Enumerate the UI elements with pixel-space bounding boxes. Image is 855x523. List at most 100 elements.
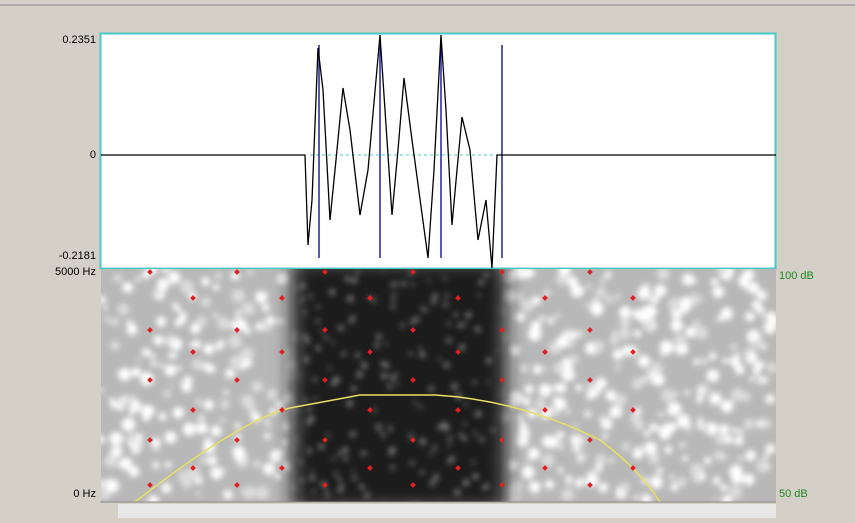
spectrogram-speck [110, 341, 120, 351]
spectrogram-speck [700, 357, 708, 365]
spectrogram-speck [738, 275, 749, 286]
spectrogram-speck [712, 286, 724, 298]
spectrogram-speck [515, 312, 525, 322]
spectrogram-speck [196, 316, 207, 327]
spectrogram-speck [658, 412, 663, 417]
spectrogram-speck [136, 433, 144, 441]
spectrogram-speck [234, 423, 240, 429]
spectrogram-speck [761, 419, 771, 429]
spectrogram-speck [355, 353, 360, 358]
spectrogram-speck [210, 467, 223, 480]
spectrogram-speck [282, 461, 292, 471]
spectrogram-speck [427, 279, 430, 282]
spectrogram-speck [746, 353, 757, 364]
spectrogram-speck [649, 423, 657, 431]
spectrogram-speck [755, 373, 762, 380]
spectrogram-speck [282, 439, 289, 446]
spectrogram-speck [680, 297, 691, 308]
spectrogram-speck [454, 489, 461, 496]
spectrogram-speck [556, 431, 564, 439]
spectrogram-speck [337, 478, 342, 483]
spectrogram-speck [734, 436, 744, 446]
spectrogram-speck [419, 351, 425, 357]
spectrogram-speck [388, 426, 393, 431]
spectrogram-speck [275, 473, 282, 480]
spectrogram-speck [684, 390, 690, 396]
spectrogram-speck [525, 385, 534, 394]
spectrogram-speck [122, 418, 136, 432]
spectrogram-speck [123, 396, 133, 406]
spectrogram-speck [196, 491, 201, 496]
spectrogram-speck [545, 480, 554, 489]
spectrogram-speck [415, 316, 420, 321]
spectrogram-speck [159, 363, 164, 368]
spectrogram-speck [221, 418, 225, 422]
spectrogram-speck [713, 498, 717, 502]
spectrogram-speck [634, 330, 641, 337]
spectrogram-speck [214, 272, 222, 280]
spectrogram-speck [352, 469, 355, 472]
spectrogram-speck [306, 418, 313, 425]
spectrogram-speck [578, 449, 583, 454]
spectrogram-speck [713, 477, 721, 485]
spectrogram-speck [225, 369, 235, 379]
spectrogram-speck [375, 425, 380, 430]
spectrogram-speck [709, 393, 721, 405]
spectrogram-speck [594, 341, 605, 352]
spectrogram-speck [643, 283, 649, 289]
scroll-strip [118, 504, 776, 518]
spectrogram-speck [679, 442, 686, 449]
spectrogram-speck [602, 434, 608, 440]
praat-window: 0.2351 0 -0.2181 5000 Hz 0 Hz 100 dB 50 … [0, 0, 855, 518]
spectrogram-speck [570, 435, 580, 445]
spectrogram-speck [610, 405, 623, 418]
spectrogram-speck [604, 272, 611, 279]
spectrogram-speck [224, 390, 229, 395]
spectrogram-speck [580, 453, 587, 460]
spectrogram-speck [413, 401, 416, 404]
spectrogram-speck [109, 432, 123, 446]
spectrogram [97, 260, 778, 510]
spectrogram-speck [346, 400, 353, 407]
spectrogram-speck [711, 278, 719, 286]
spectrogram-speck [521, 299, 534, 312]
spectrogram-speck [236, 310, 240, 314]
spectrogram-speck [105, 479, 119, 493]
spectrogram-speck [544, 367, 549, 372]
spectrogram-speck [454, 313, 459, 318]
spectrogram-speck [637, 446, 641, 450]
spectrogram-speck [179, 381, 183, 385]
spectrogram-speck [539, 384, 552, 397]
spectrogram-speck [677, 414, 691, 428]
spectrogram-speck [668, 298, 682, 312]
spectrogram-speck [113, 273, 122, 282]
spectrogram-speck [707, 369, 720, 382]
spectrogram-speck [243, 358, 252, 367]
spectrogram-speck [133, 449, 139, 455]
spectrogram-speck [429, 480, 435, 486]
spectrogram-speck [699, 473, 706, 480]
spectrogram-speck [401, 323, 405, 327]
spectrogram-speck [509, 395, 520, 406]
spectrogram-speck [590, 302, 604, 316]
spectrogram-speck [518, 427, 529, 438]
spectrogram-speck [215, 342, 223, 350]
spectrogram-speck [438, 358, 441, 361]
spectrogram-speck [609, 458, 614, 463]
spectrogram-speck [419, 438, 426, 445]
spectrogram-speck [661, 389, 674, 402]
spectrogram-speck [182, 382, 192, 392]
spectrogram-speck [478, 279, 484, 285]
spectrogram-speck [462, 322, 466, 326]
spectrogram-speck [649, 370, 655, 376]
spectrogram-speck [212, 312, 219, 319]
spectrogram-speck [186, 424, 191, 429]
spectrogram-speck [509, 345, 520, 356]
spectrogram-speck [720, 484, 727, 491]
spectrogram-speck [131, 367, 141, 377]
wave-zero: 0 [90, 149, 96, 161]
spectrogram-speck [731, 472, 743, 484]
spectrogram-speck [312, 489, 316, 493]
spectrogram-speck [410, 461, 415, 466]
spectrogram-speck [256, 486, 269, 499]
